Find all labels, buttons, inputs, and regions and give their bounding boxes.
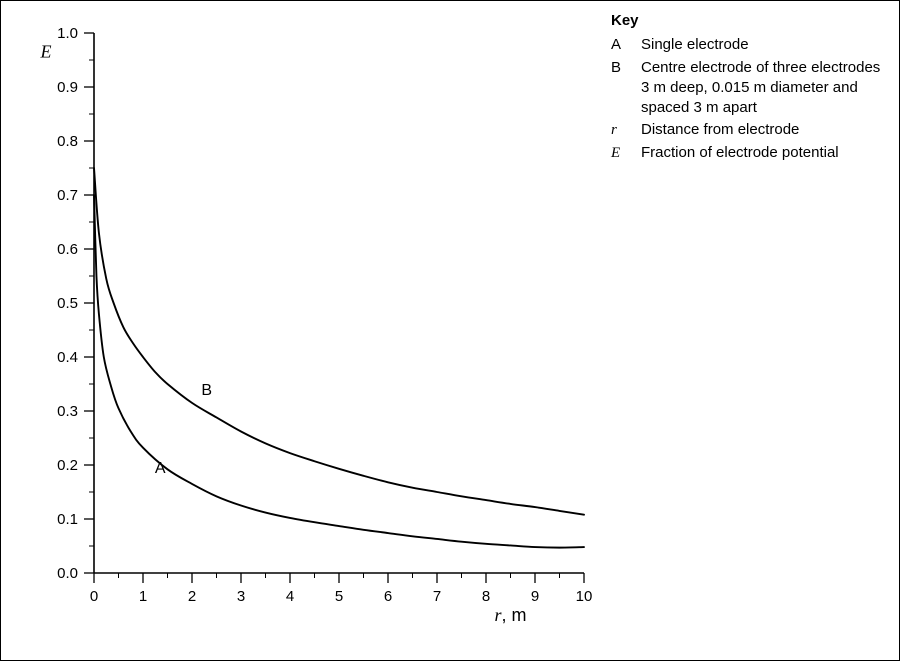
y-tick-label: 0.7: [57, 187, 78, 204]
series-label-A: A: [155, 460, 166, 477]
legend-symbol: r: [611, 120, 641, 140]
legend-text: Centre electrode of three electrodes 3 m…: [641, 58, 881, 119]
x-tick-label: 3: [237, 588, 245, 605]
y-tick-label: 0.8: [57, 133, 78, 150]
x-tick-label: 0: [90, 588, 98, 605]
legend-text: Single electrode: [641, 35, 881, 55]
legend-text: Distance from electrode: [641, 120, 881, 140]
y-tick-label: 1.0: [57, 25, 78, 42]
legend-item: ASingle electrode: [611, 35, 881, 55]
x-tick-label: 9: [531, 588, 539, 605]
series-A: [94, 195, 584, 548]
x-tick-label: 2: [188, 588, 196, 605]
figure-frame: 0 1 2 3 4 5 6 7 8 9 10 0.0 0.1 0.2 0.3 0.4 0.5 0.6 0.7 0.8 0…: [0, 0, 900, 661]
y-tick-label: 0.6: [57, 241, 78, 258]
legend-text: Fraction of electrode potential: [641, 143, 881, 163]
y-tick-label: 0.2: [57, 457, 78, 474]
x-tick-label: 4: [286, 588, 294, 605]
x-tick-label: 6: [384, 588, 392, 605]
x-tick-label: 5: [335, 588, 343, 605]
legend-item: BCentre electrode of three electrodes 3 …: [611, 58, 881, 119]
y-tick-label: 0.9: [57, 79, 78, 96]
chart-container: 0 1 2 3 4 5 6 7 8 9 10 0.0 0.1 0.2 0.3 0.4 0.5 0.6 0.7 0.8 0…: [19, 13, 604, 648]
y-axis-label: E: [40, 41, 52, 61]
legend-title: Key: [611, 11, 881, 31]
legend: Key ASingle electrodeBCentre electrode o…: [611, 11, 881, 165]
x-tick-label: 8: [482, 588, 490, 605]
series-B: [94, 168, 584, 515]
legend-item: EFraction of electrode potential: [611, 143, 881, 163]
x-tick-label: 1: [139, 588, 147, 605]
x-tick-label: 10: [576, 588, 593, 605]
y-tick-label: 0.4: [57, 349, 78, 366]
chart-svg: 0 1 2 3 4 5 6 7 8 9 10 0.0 0.1 0.2 0.3 0.4 0.5 0.6 0.7 0.8 0…: [19, 13, 604, 643]
y-tick-label: 0.1: [57, 511, 78, 528]
x-axis-label: r, m: [494, 605, 526, 625]
y-tick-label: 0.3: [57, 403, 78, 420]
legend-item: rDistance from electrode: [611, 120, 881, 140]
legend-symbol: A: [611, 35, 641, 55]
x-tick-label: 7: [433, 588, 441, 605]
legend-symbol: B: [611, 58, 641, 78]
series-label-B: B: [201, 382, 212, 399]
y-tick-label: 0.5: [57, 295, 78, 312]
legend-symbol: E: [611, 143, 641, 163]
y-tick-label: 0.0: [57, 565, 78, 582]
